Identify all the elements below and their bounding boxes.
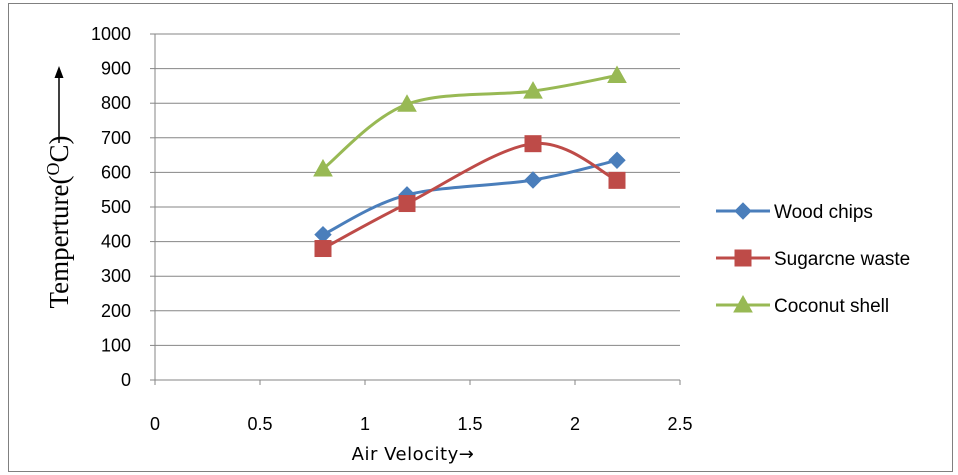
data-point-wood-chips xyxy=(608,151,626,169)
x-tick-label: 2.5 xyxy=(667,414,692,434)
data-point-sugarcne-waste xyxy=(524,135,542,153)
gridlines xyxy=(155,33,680,346)
axes xyxy=(150,33,681,385)
legend-label: Sugarcne waste xyxy=(774,249,910,270)
legend-swatch-marker xyxy=(734,202,752,220)
data-point-wood-chips xyxy=(524,171,542,189)
y-tick-label: 600 xyxy=(101,162,131,182)
y-axis-label-main: Temperture( xyxy=(44,175,74,308)
series-markers xyxy=(313,65,627,258)
data-point-sugarcne-waste xyxy=(314,240,332,258)
svg-text:Temperture(OC): Temperture(OC) xyxy=(43,135,74,308)
data-point-coconut-shell xyxy=(523,81,543,99)
y-axis-arrow xyxy=(54,66,64,143)
data-point-coconut-shell xyxy=(313,158,333,177)
x-tick-label: 0 xyxy=(150,414,160,434)
data-point-sugarcne-waste xyxy=(398,195,416,213)
y-tick-label: 400 xyxy=(101,232,131,252)
series-line-sugarcne-waste xyxy=(322,142,618,250)
y-tick-label: 500 xyxy=(101,197,131,217)
legend-label: Coconut shell xyxy=(774,296,889,317)
x-tick-labels: 0 0.5 1 1.5 2 2.5 xyxy=(150,414,693,434)
x-tick-label: 0.5 xyxy=(247,414,272,434)
data-point-coconut-shell xyxy=(607,65,627,84)
legend-entry-coconut-shell: Coconut shell xyxy=(716,294,889,317)
series-line-wood-chips xyxy=(322,158,618,237)
y-tick-label: 0 xyxy=(121,370,131,390)
chart-frame xyxy=(8,3,953,472)
legend-label: Wood chips xyxy=(774,202,873,223)
legend-swatch-marker xyxy=(733,294,753,313)
legend-entry-wood-chips: Wood chips xyxy=(716,202,873,223)
y-tick-label: 800 xyxy=(101,93,131,113)
data-point-sugarcne-waste xyxy=(608,171,626,189)
y-tick-label: 1000 xyxy=(91,24,131,44)
y-tick-label: 300 xyxy=(101,266,131,286)
y-tick-label: 100 xyxy=(101,335,131,355)
x-tick-label: 1.5 xyxy=(457,414,482,434)
y-tick-label: 900 xyxy=(101,59,131,79)
x-tick-label: 2 xyxy=(570,414,580,434)
y-tick-labels: 0 100 200 300 400 500 600 700 800 900 1000 xyxy=(91,24,131,390)
data-point-coconut-shell xyxy=(397,94,417,112)
series-lines xyxy=(322,74,618,250)
y-axis-label-superscript: O xyxy=(43,162,63,175)
x-tick-label: 1 xyxy=(360,414,370,434)
series-line-coconut-shell xyxy=(322,74,618,171)
legend-entry-sugarcne-waste: Sugarcne waste xyxy=(716,249,910,270)
x-axis-label: Air Velocity→ xyxy=(352,444,475,465)
y-tick-label: 200 xyxy=(101,301,131,321)
legend: Wood chips Sugarcne waste Coconut shell xyxy=(716,202,910,317)
y-axis-label: Temperture(OC) xyxy=(43,135,74,308)
y-tick-label: 700 xyxy=(101,128,131,148)
legend-swatch-marker xyxy=(734,249,752,267)
